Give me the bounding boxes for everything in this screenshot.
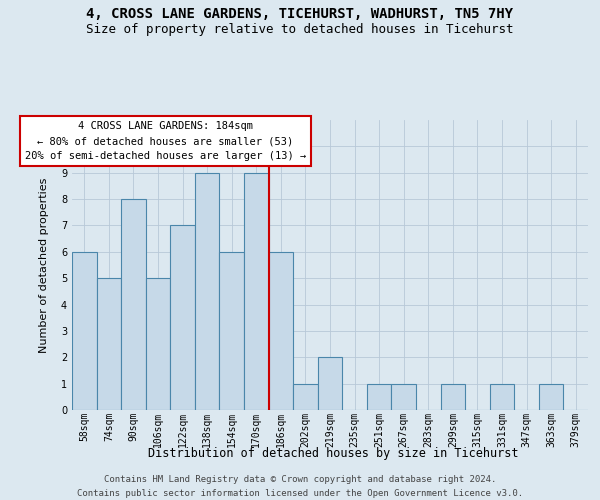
- Y-axis label: Number of detached properties: Number of detached properties: [40, 178, 49, 352]
- Text: Contains HM Land Registry data © Crown copyright and database right 2024.
Contai: Contains HM Land Registry data © Crown c…: [77, 476, 523, 498]
- Bar: [490, 384, 514, 410]
- Bar: [97, 278, 121, 410]
- Bar: [367, 384, 391, 410]
- Bar: [170, 226, 195, 410]
- Bar: [220, 252, 244, 410]
- Bar: [269, 252, 293, 410]
- Text: 4 CROSS LANE GARDENS: 184sqm
← 80% of detached houses are smaller (53)
20% of se: 4 CROSS LANE GARDENS: 184sqm ← 80% of de…: [25, 122, 306, 161]
- Bar: [72, 252, 97, 410]
- Bar: [440, 384, 465, 410]
- Bar: [539, 384, 563, 410]
- Bar: [146, 278, 170, 410]
- Text: Size of property relative to detached houses in Ticehurst: Size of property relative to detached ho…: [86, 22, 514, 36]
- Bar: [195, 172, 220, 410]
- Bar: [244, 172, 269, 410]
- Bar: [293, 384, 318, 410]
- Bar: [391, 384, 416, 410]
- Text: 4, CROSS LANE GARDENS, TICEHURST, WADHURST, TN5 7HY: 4, CROSS LANE GARDENS, TICEHURST, WADHUR…: [86, 8, 514, 22]
- Bar: [318, 358, 342, 410]
- Text: Distribution of detached houses by size in Ticehurst: Distribution of detached houses by size …: [148, 448, 518, 460]
- Bar: [121, 199, 146, 410]
